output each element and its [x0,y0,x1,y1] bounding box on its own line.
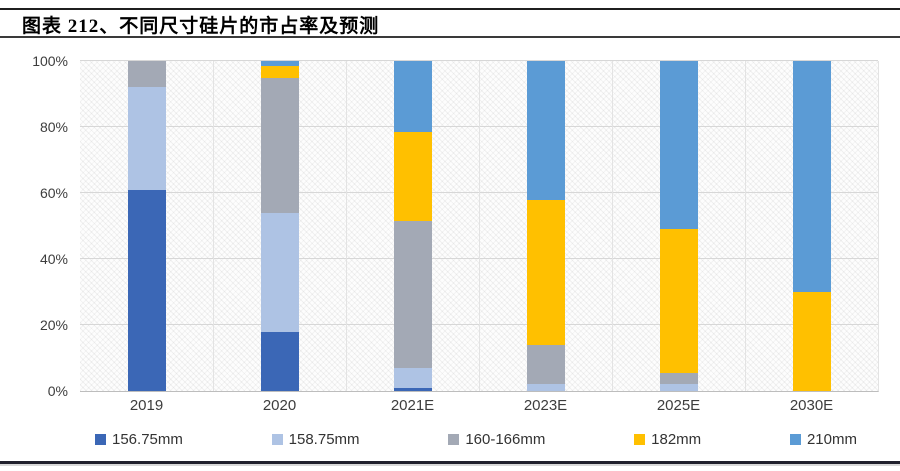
bar-segment-210mm [792,61,831,292]
x-tick-label: 2019 [129,397,164,414]
legend-label: 160-166mm [465,431,546,448]
bottom-divider [0,461,900,464]
y-tick-label: 0% [47,383,68,399]
gridline-vertical [346,61,347,391]
y-tick-label: 40% [39,251,68,267]
legend: 156.75mm 158.75mm 160-166mm 182mm 210mm [95,431,857,448]
bar-2030E [792,61,831,391]
bar-segment-160-166mm [127,61,166,88]
legend-label: 158.75mm [288,431,360,448]
bar-segment-182mm [526,199,565,345]
bar-segment-158.75mm [393,367,432,388]
legend-item-156.75mm: 156.75mm [95,431,183,448]
bar-segment-160-166mm [393,221,432,368]
bar-segment-156.75mm [393,387,432,391]
chart-title: 图表 212、不同尺寸硅片的市占率及预测 [22,16,380,37]
bar-segment-158.75mm [260,212,299,332]
legend-label: 210mm [806,431,857,448]
bar-segment-156.75mm [260,331,299,391]
bar-segment-156.75mm [127,189,166,391]
bar-segment-158.75mm [659,384,698,391]
legend-label: 182mm [651,431,702,448]
bar-2019 [127,61,166,391]
bar-segment-158.75mm [526,384,565,391]
bar-segment-182mm [393,131,432,222]
bar-segment-160-166mm [659,372,698,385]
y-tick-label: 60% [39,185,68,201]
x-tick-label: 2020 [262,397,297,414]
top-divider [0,8,900,10]
bottom-divider-shadow [0,464,900,466]
x-tick-label: 2025E [656,397,701,414]
bar-segment-182mm [792,292,831,391]
bar-segment-160-166mm [260,77,299,213]
bar-2025E [659,61,698,391]
bar-2021E [393,61,432,391]
legend-item-160-166mm: 160-166mm [448,431,545,448]
bar-2023E [526,61,565,391]
legend-swatch-icon [789,434,801,445]
bar-segment-210mm [393,61,432,132]
title-divider [0,36,900,38]
bar-segment-210mm [526,61,565,200]
gridline-vertical [479,61,480,391]
y-tick-label: 80% [39,119,68,135]
x-tick-label: 2030E [789,397,834,414]
bar-segment-158.75mm [127,87,166,190]
bar-segment-182mm [260,65,299,78]
legend-swatch-icon [95,434,106,445]
x-tick-label: 2021E [390,397,435,414]
bar-segment-210mm [659,61,698,230]
plot-area [80,60,879,392]
legend-swatch-icon [448,434,460,445]
legend-item-182mm: 182mm [634,431,701,448]
legend-item-158.75mm: 158.75mm [271,431,360,448]
legend-item-210mm: 210mm [789,431,857,448]
bar-segment-210mm [260,61,299,66]
y-tick-label: 20% [39,317,68,333]
gridline-vertical [213,61,214,391]
gridline-vertical [745,61,746,391]
bar-segment-160-166mm [526,344,565,385]
y-tick-label: 100% [32,53,68,69]
x-axis: 2019 2020 2021E 2023E 2025E 2030E [80,397,878,419]
bar-segment-182mm [659,229,698,373]
y-axis: 0% 20% 40% 60% 80% 100% [0,53,72,399]
gridline-horizontal [80,60,878,61]
legend-swatch-icon [634,434,646,445]
bar-2020 [260,61,299,391]
x-tick-label: 2023E [523,397,568,414]
legend-label: 156.75mm [112,431,183,448]
legend-swatch-icon [271,434,283,445]
gridline-vertical [612,61,613,391]
